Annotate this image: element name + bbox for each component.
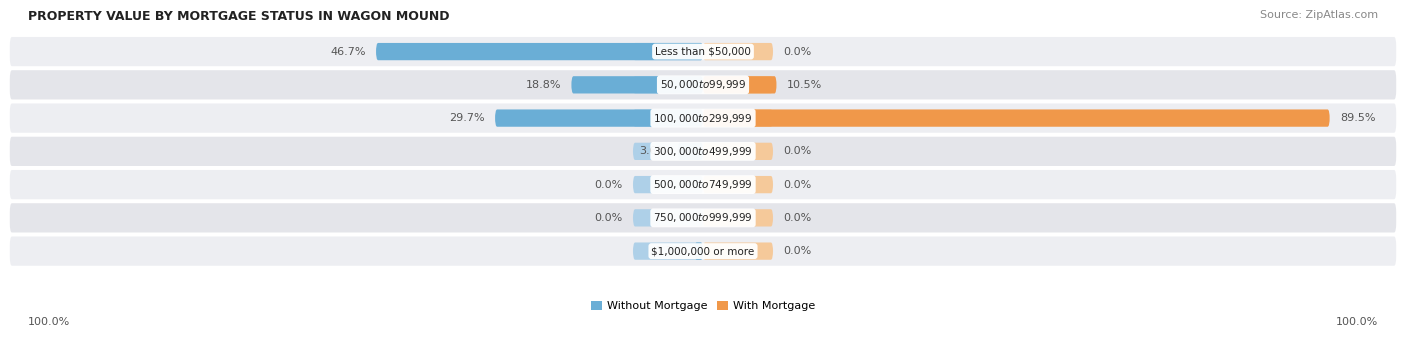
FancyBboxPatch shape	[10, 236, 1396, 266]
FancyBboxPatch shape	[703, 109, 773, 127]
Text: 0.0%: 0.0%	[595, 213, 623, 223]
Text: 46.7%: 46.7%	[330, 47, 366, 57]
FancyBboxPatch shape	[10, 103, 1396, 133]
FancyBboxPatch shape	[10, 37, 1396, 66]
Text: $50,000 to $99,999: $50,000 to $99,999	[659, 78, 747, 91]
Text: $300,000 to $499,999: $300,000 to $499,999	[654, 145, 752, 158]
Text: 0.0%: 0.0%	[595, 180, 623, 190]
FancyBboxPatch shape	[703, 176, 773, 193]
Text: 0.0%: 0.0%	[783, 146, 811, 157]
Text: 10.5%: 10.5%	[787, 80, 823, 90]
FancyBboxPatch shape	[10, 170, 1396, 199]
Text: $750,000 to $999,999: $750,000 to $999,999	[654, 211, 752, 224]
Text: 100.0%: 100.0%	[28, 317, 70, 327]
Text: 3.6%: 3.6%	[640, 146, 668, 157]
Text: $1,000,000 or more: $1,000,000 or more	[651, 246, 755, 256]
Text: Source: ZipAtlas.com: Source: ZipAtlas.com	[1260, 10, 1378, 20]
FancyBboxPatch shape	[703, 209, 773, 226]
FancyBboxPatch shape	[10, 70, 1396, 100]
FancyBboxPatch shape	[571, 76, 703, 93]
FancyBboxPatch shape	[703, 143, 773, 160]
FancyBboxPatch shape	[633, 76, 703, 93]
FancyBboxPatch shape	[633, 43, 703, 60]
Text: $500,000 to $749,999: $500,000 to $749,999	[654, 178, 752, 191]
Text: 0.0%: 0.0%	[783, 180, 811, 190]
FancyBboxPatch shape	[703, 76, 776, 93]
Legend: Without Mortgage, With Mortgage: Without Mortgage, With Mortgage	[586, 296, 820, 315]
Text: $100,000 to $299,999: $100,000 to $299,999	[654, 112, 752, 124]
Text: 29.7%: 29.7%	[449, 113, 485, 123]
FancyBboxPatch shape	[678, 143, 703, 160]
FancyBboxPatch shape	[703, 43, 773, 60]
Text: PROPERTY VALUE BY MORTGAGE STATUS IN WAGON MOUND: PROPERTY VALUE BY MORTGAGE STATUS IN WAG…	[28, 10, 450, 23]
Text: 18.8%: 18.8%	[526, 80, 561, 90]
FancyBboxPatch shape	[10, 137, 1396, 166]
Text: 0.0%: 0.0%	[783, 246, 811, 256]
Text: 0.0%: 0.0%	[783, 213, 811, 223]
FancyBboxPatch shape	[633, 109, 703, 127]
Text: 0.0%: 0.0%	[783, 47, 811, 57]
FancyBboxPatch shape	[633, 143, 703, 160]
FancyBboxPatch shape	[375, 43, 703, 60]
FancyBboxPatch shape	[10, 203, 1396, 233]
FancyBboxPatch shape	[633, 209, 703, 226]
Text: 100.0%: 100.0%	[1336, 317, 1378, 327]
FancyBboxPatch shape	[695, 242, 703, 260]
FancyBboxPatch shape	[703, 76, 773, 93]
FancyBboxPatch shape	[495, 109, 703, 127]
FancyBboxPatch shape	[633, 176, 703, 193]
Text: Less than $50,000: Less than $50,000	[655, 47, 751, 57]
FancyBboxPatch shape	[703, 109, 1330, 127]
FancyBboxPatch shape	[703, 242, 773, 260]
Text: 1.2%: 1.2%	[655, 246, 685, 256]
FancyBboxPatch shape	[633, 242, 703, 260]
Text: 89.5%: 89.5%	[1340, 113, 1375, 123]
